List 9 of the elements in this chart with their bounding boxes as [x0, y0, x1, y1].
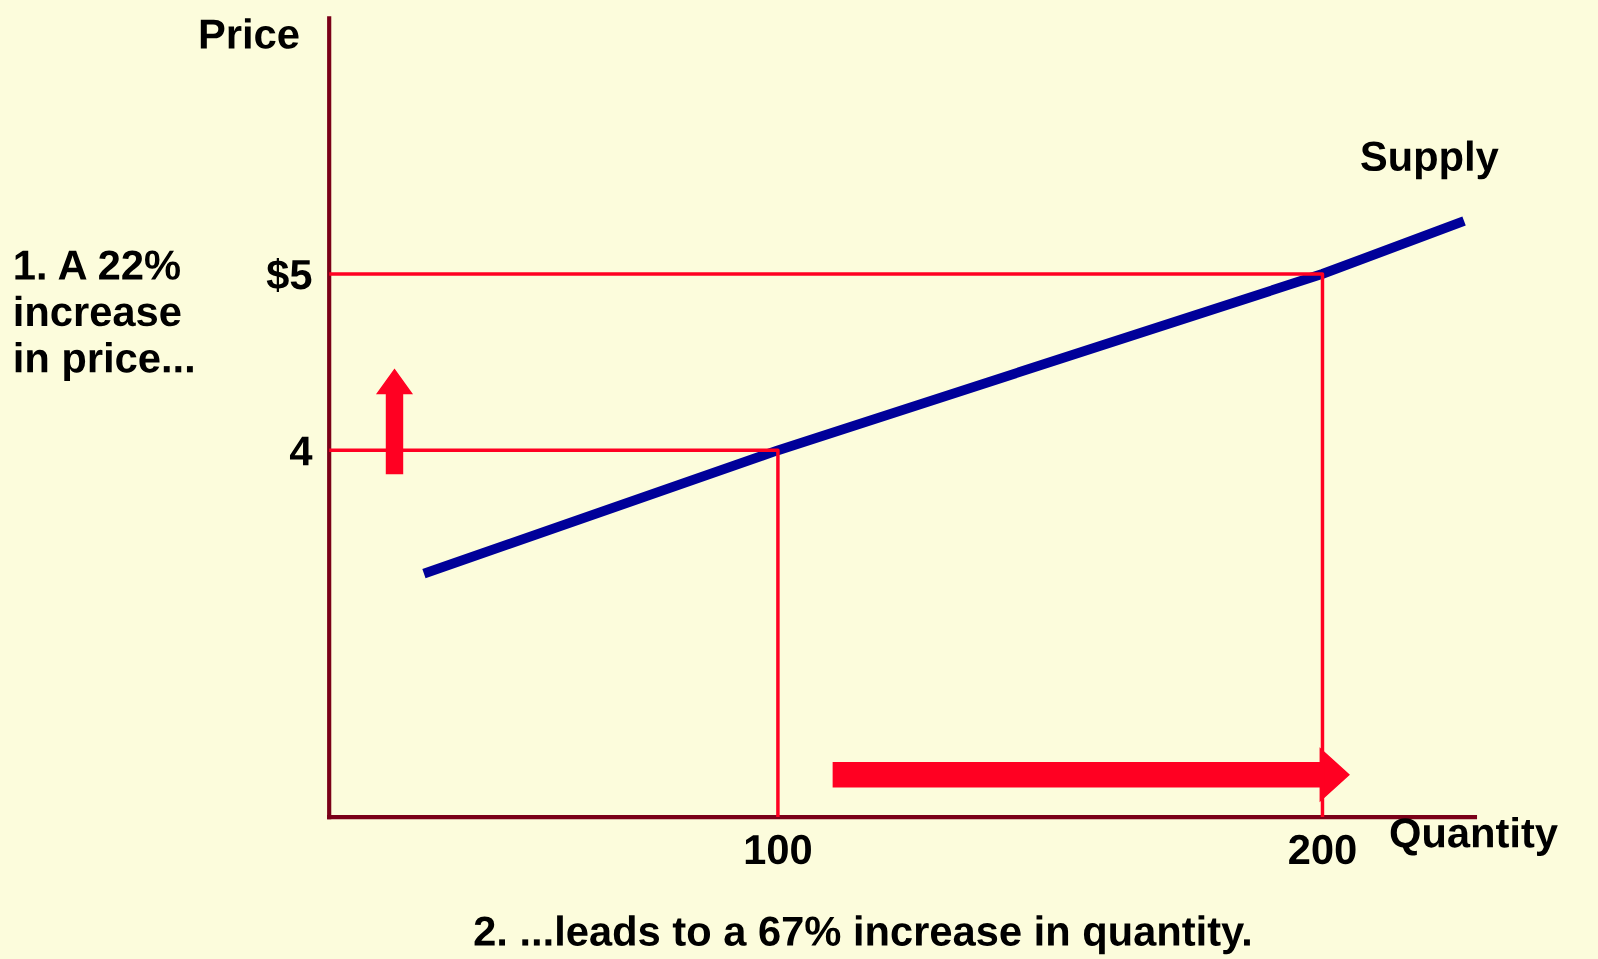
series-label: Supply: [1361, 140, 1499, 180]
x-axis-title: Quantity: [1390, 817, 1558, 856]
x-tick-label: 200: [1289, 834, 1356, 865]
y-tick-label: $5: [266, 258, 312, 293]
y-tick-label: 4: [289, 436, 313, 466]
x-tick-label: 100: [745, 834, 811, 865]
y-axis-title: Price: [200, 18, 299, 49]
text: 1. A 22% increase in price...: [15, 250, 193, 381]
text: 2. ...leads to a 67% increase in quantity.: [474, 915, 1250, 955]
